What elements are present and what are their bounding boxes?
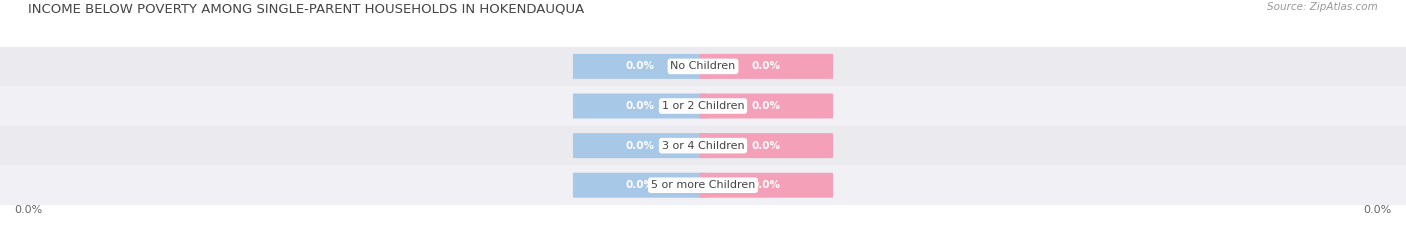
Text: 0.0%: 0.0%	[626, 101, 654, 111]
Text: Source: ZipAtlas.com: Source: ZipAtlas.com	[1267, 2, 1378, 12]
FancyBboxPatch shape	[574, 93, 707, 119]
Text: 3 or 4 Children: 3 or 4 Children	[662, 141, 744, 151]
Text: INCOME BELOW POVERTY AMONG SINGLE-PARENT HOUSEHOLDS IN HOKENDAUQUA: INCOME BELOW POVERTY AMONG SINGLE-PARENT…	[28, 2, 585, 15]
FancyBboxPatch shape	[574, 54, 707, 79]
Text: 5 or more Children: 5 or more Children	[651, 180, 755, 190]
Text: No Children: No Children	[671, 62, 735, 71]
Text: 0.0%: 0.0%	[626, 180, 654, 190]
FancyBboxPatch shape	[700, 133, 832, 158]
Text: 0.0%: 0.0%	[14, 205, 42, 215]
Text: 0.0%: 0.0%	[752, 101, 780, 111]
Text: 0.0%: 0.0%	[752, 141, 780, 151]
Bar	[0, 165, 1406, 205]
FancyBboxPatch shape	[574, 133, 707, 158]
Bar	[0, 126, 1406, 165]
Bar	[0, 47, 1406, 86]
FancyBboxPatch shape	[574, 173, 707, 198]
FancyBboxPatch shape	[700, 93, 832, 119]
Bar	[0, 86, 1406, 126]
Text: 0.0%: 0.0%	[626, 62, 654, 71]
Text: 0.0%: 0.0%	[626, 141, 654, 151]
Text: 0.0%: 0.0%	[752, 62, 780, 71]
Text: 0.0%: 0.0%	[1364, 205, 1392, 215]
FancyBboxPatch shape	[700, 173, 832, 198]
FancyBboxPatch shape	[700, 54, 832, 79]
Text: 1 or 2 Children: 1 or 2 Children	[662, 101, 744, 111]
Text: 0.0%: 0.0%	[752, 180, 780, 190]
